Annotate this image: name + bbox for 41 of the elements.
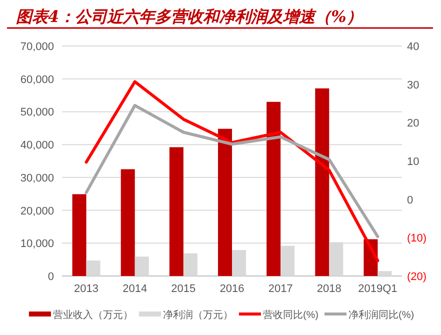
x-tick-label: 2017 xyxy=(268,283,293,295)
x-tick-label: 2014 xyxy=(122,283,148,295)
legend-label: 营收同比(%) xyxy=(262,309,318,321)
bar xyxy=(280,246,295,276)
bar xyxy=(183,253,198,276)
y2-tick-label: 20 xyxy=(407,118,420,130)
bar xyxy=(134,256,149,276)
x-tick-label: 2016 xyxy=(220,283,244,295)
y-tick-label: 60,000 xyxy=(20,74,54,86)
y2-tick-label: 30 xyxy=(407,79,420,92)
y2-tick-label: (10) xyxy=(407,232,427,245)
bar xyxy=(86,260,100,276)
bar xyxy=(266,102,281,276)
legend-label: 净利润（万元） xyxy=(162,309,233,321)
y-tick-label: 20,000 xyxy=(20,205,54,218)
line-series xyxy=(84,104,380,238)
y2-tick-label: (20) xyxy=(407,271,427,283)
y-tick-label: 30,000 xyxy=(20,172,54,184)
y-tick-label: 0 xyxy=(48,271,54,283)
bar xyxy=(378,271,392,276)
bar xyxy=(120,169,135,276)
x-tick-label: 2019Q1 xyxy=(358,283,398,295)
y2-tick-label: 10 xyxy=(407,156,420,168)
y2-tick-label: 0 xyxy=(407,194,414,206)
bar xyxy=(72,194,86,276)
legend-label: 营业收入（万元） xyxy=(52,309,133,321)
y-tick-label: 70,000 xyxy=(20,41,54,53)
y-tick-label: 40,000 xyxy=(20,140,54,152)
bar xyxy=(232,250,246,276)
y-tick-label: 10,000 xyxy=(20,238,54,250)
chart-title: 图表4：公司近六年多营收和净利润及增速（%） xyxy=(16,7,362,26)
bar xyxy=(218,128,232,276)
x-tick-label: 2015 xyxy=(171,283,196,295)
bar xyxy=(315,88,330,276)
legend-label: 净利润同比(%) xyxy=(348,309,414,321)
x-tick-label: 2013 xyxy=(74,283,99,295)
y2-tick-label: 40 xyxy=(407,41,420,53)
bar xyxy=(169,147,184,276)
y-tick-label: 50,000 xyxy=(20,106,54,119)
line-series xyxy=(84,80,380,262)
x-tick-label: 2018 xyxy=(316,283,342,295)
